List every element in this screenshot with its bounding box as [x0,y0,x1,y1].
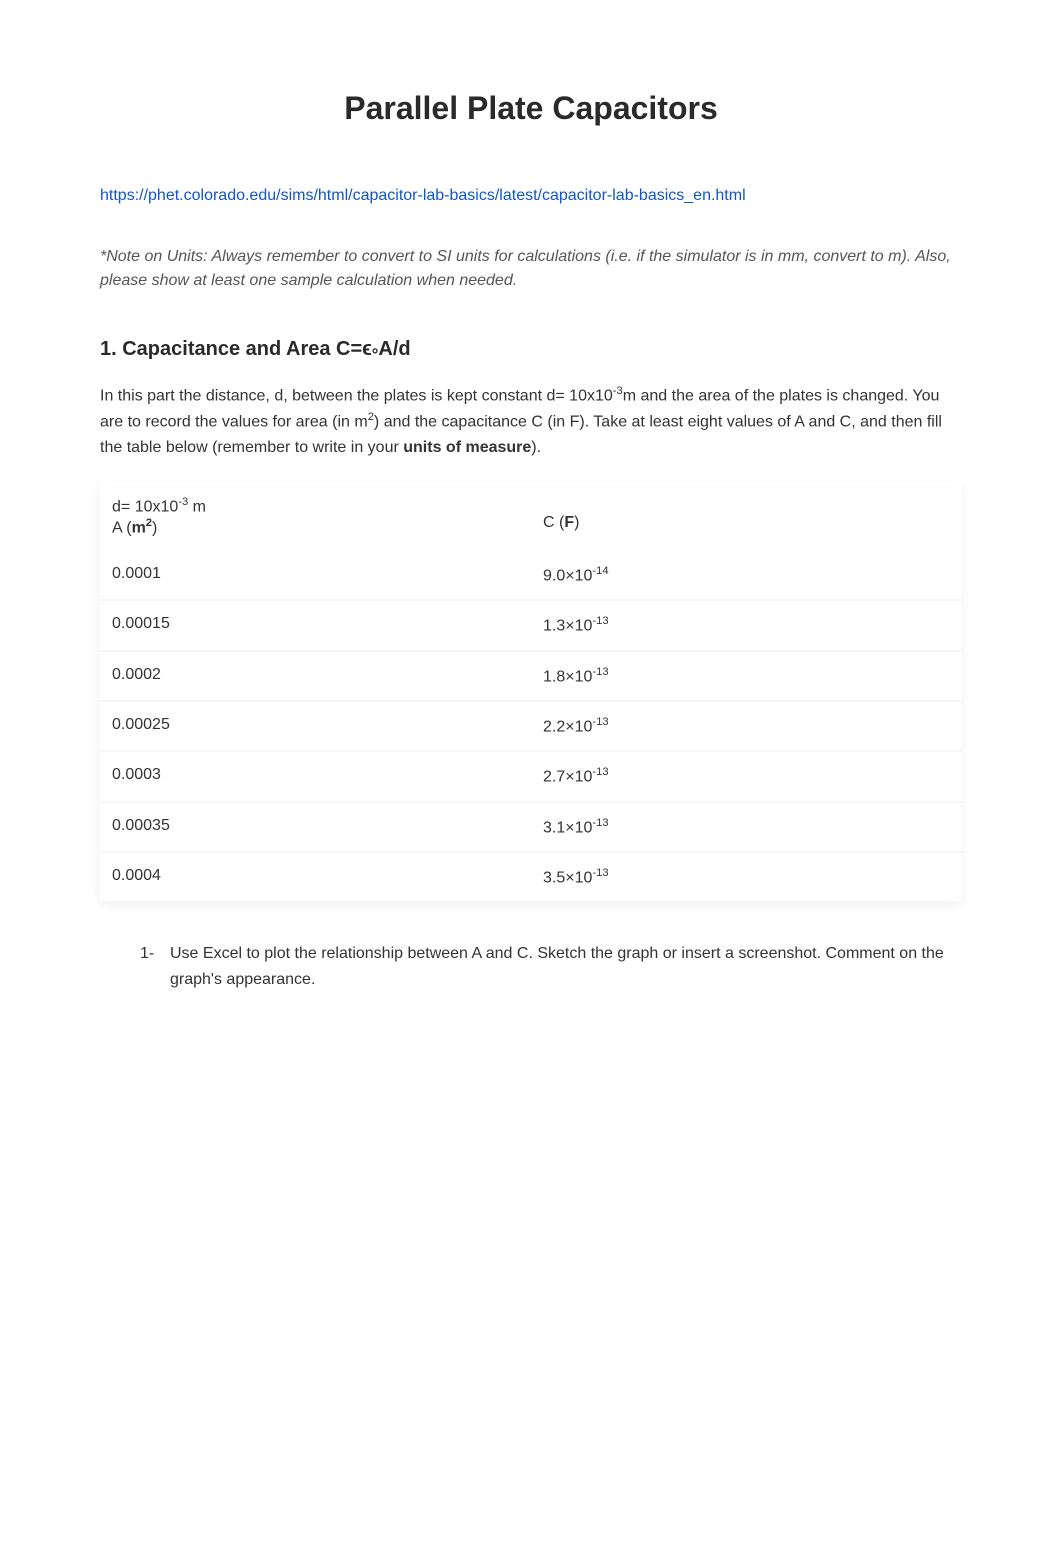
table-row: 0.000252.2×10-13 [100,701,962,751]
a-close: ) [152,519,157,536]
table-row: 0.00019.0×10-14 [100,551,962,600]
simulator-link[interactable]: https://phet.colorado.edu/sims/html/capa… [100,187,962,205]
area-value: 0.00025 [100,701,531,751]
intro-bold: units of measure [403,439,531,456]
c-label: C ( [543,514,564,531]
c-close: ) [574,514,579,531]
header-area-cell: d= 10x10-3 m A (m2) [100,482,531,551]
intro-part4: ). [531,439,541,456]
section-1-intro: In this part the distance, d, between th… [100,383,962,460]
document-page: Parallel Plate Capacitors https://phet.c… [0,0,1062,1053]
intro-exp1: -3 [613,385,623,397]
header-capacitance-cell: C (F) [531,482,962,551]
question-text: Use Excel to plot the relationship betwe… [170,941,962,992]
d-exp: -3 [178,496,188,508]
units-note: *Note on Units: Always remember to conve… [100,245,962,293]
area-value: 0.0004 [100,852,531,901]
table-header-row: d= 10x10-3 m A (m2) C (F) [100,482,962,551]
a-unit: m [132,519,146,536]
area-value: 0.0001 [100,551,531,600]
a-label: A ( [112,519,132,536]
area-value: 0.0002 [100,651,531,701]
heading-suffix: A/d [378,338,410,360]
d-label: d= 10x10 [112,499,178,516]
table-row: 0.000353.1×10-13 [100,802,962,852]
area-value: 0.00015 [100,600,531,650]
area-value: 0.00035 [100,802,531,852]
capacitance-value: 9.0×10-14 [531,551,962,600]
area-value: 0.0003 [100,751,531,801]
capacitance-value: 2.7×10-13 [531,751,962,801]
capacitance-value: 2.2×10-13 [531,701,962,751]
capacitance-value: 1.8×10-13 [531,651,962,701]
table-row: 0.000151.3×10-13 [100,600,962,650]
question-number: 1- [140,941,170,992]
capacitance-value: 3.5×10-13 [531,852,962,901]
page-title: Parallel Plate Capacitors [100,90,962,127]
d-unit: m [188,499,206,516]
heading-epsilon: ϵ [362,338,372,360]
question-1: 1- Use Excel to plot the relationship be… [100,941,962,992]
data-table: d= 10x10-3 m A (m2) C (F) 0.00019.0×10-1… [100,482,962,901]
heading-prefix: 1. Capacitance and Area C= [100,338,362,360]
capacitance-value: 3.1×10-13 [531,802,962,852]
table-row: 0.00021.8×10-13 [100,651,962,701]
table-row: 0.00032.7×10-13 [100,751,962,801]
intro-part1: In this part the distance, d, between th… [100,387,613,404]
capacitance-value: 1.3×10-13 [531,600,962,650]
table-row: 0.00043.5×10-13 [100,852,962,901]
section-1-heading: 1. Capacitance and Area C=ϵ°A/d [100,338,962,365]
c-unit: F [564,514,574,531]
